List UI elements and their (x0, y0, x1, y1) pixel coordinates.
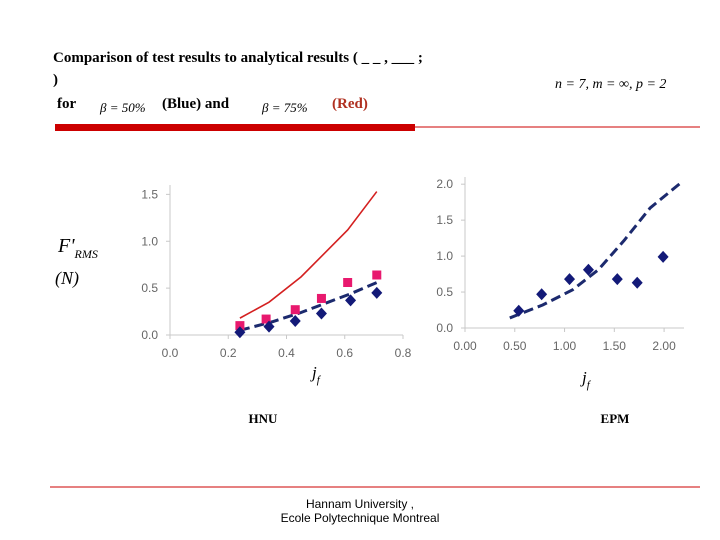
analytic-line (239, 281, 378, 332)
x-tick-label: 0.6 (336, 346, 353, 360)
x-tick-label: 1.00 (553, 339, 577, 353)
title-word: (Red) (332, 96, 368, 112)
y-tick-label: 1.5 (436, 213, 453, 227)
x-label-main: j (310, 363, 317, 382)
square-marker (343, 278, 353, 287)
analytic-line (239, 191, 378, 319)
diamond-marker (345, 294, 357, 307)
x-tick-label: 0.50 (503, 339, 527, 353)
formula: β = 50% (99, 100, 146, 115)
title-word: for (57, 96, 76, 112)
diamond-marker (263, 320, 275, 333)
y-tick-label: 0.0 (436, 321, 453, 335)
y-axis-unit: (N) (55, 268, 79, 289)
diamond-marker (513, 304, 525, 317)
title-line: ) (53, 72, 58, 88)
y-tick-label: 1.0 (141, 234, 158, 248)
x-axis-label: jf (310, 363, 322, 386)
x-tick-label: 1.50 (603, 339, 627, 353)
footer: Hannam University , (306, 497, 414, 511)
y-tick-label: 0.5 (436, 285, 453, 299)
x-tick-label: 0.4 (278, 346, 295, 360)
diamond-marker (234, 326, 246, 339)
x-tick-label: 2.00 (652, 339, 676, 353)
diamond-marker (289, 314, 301, 327)
formula: β = 75% (261, 100, 308, 115)
diamond-marker (657, 250, 669, 263)
square-marker (261, 314, 271, 324)
analytic-line (509, 182, 681, 320)
diamond-marker (582, 263, 594, 276)
x-tick-label: 0.0 (162, 346, 179, 360)
y-axis-label: F'RMS (57, 235, 98, 261)
diamond-marker (315, 307, 327, 320)
footer: Ecole Polytechnique Montreal (281, 511, 440, 525)
x-label-sub: f (317, 374, 322, 386)
x-tick-label: 0.00 (453, 339, 477, 353)
chart-title: HNU (249, 411, 279, 426)
y-tick-label: 1.0 (436, 249, 453, 263)
square-marker (316, 293, 326, 303)
x-tick-label: 0.8 (395, 346, 412, 360)
parameters: n = 7, m = ∞, p = 2 (555, 77, 666, 92)
y-tick-label: 1.5 (141, 187, 158, 201)
x-label-main: j (580, 368, 587, 387)
diamond-marker (564, 273, 576, 286)
diamond-marker (611, 273, 623, 286)
title-word: (Blue) and (162, 96, 230, 112)
y-label-main: F' (57, 235, 75, 257)
y-tick-label: 0.5 (141, 281, 158, 295)
chart-title: EPM (601, 411, 630, 426)
y-tick-label: 2.0 (436, 177, 453, 191)
y-label-sub: RMS (74, 247, 98, 261)
diamond-marker (371, 286, 383, 299)
title-line: Comparison of test results to analytical… (53, 50, 423, 66)
y-tick-label: 0.0 (141, 328, 158, 342)
title: Comparison of test results to analytical… (53, 50, 423, 115)
title-bar (55, 124, 415, 131)
diamond-marker (631, 276, 643, 289)
diamond-marker (536, 288, 548, 301)
x-label-sub: f (587, 379, 592, 391)
x-axis-label: jf (580, 368, 592, 391)
x-tick-label: 0.2 (220, 346, 237, 360)
square-marker (235, 321, 245, 331)
square-marker (372, 270, 382, 280)
square-marker (290, 305, 300, 315)
